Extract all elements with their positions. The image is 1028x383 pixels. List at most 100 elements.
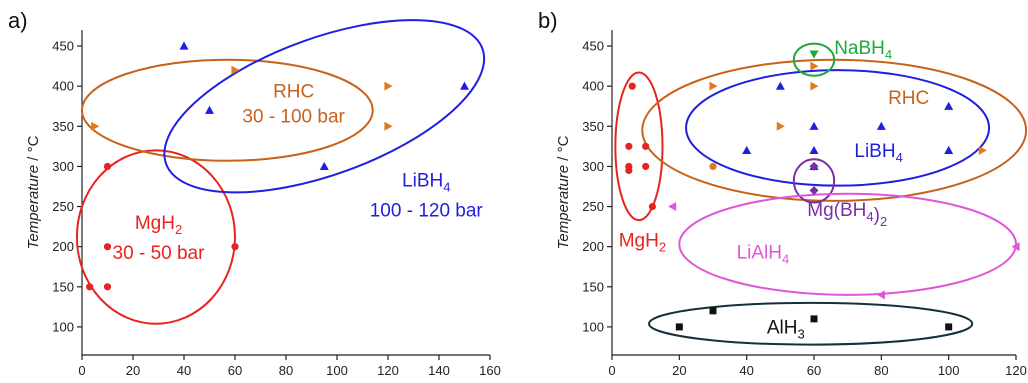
panel-a: a) 0 20 40 60 80 100 120 140 160 100 150 200 250 300 35… [8,8,501,378]
x-tick-label: 120 [1005,363,1027,378]
y-tick-label: 350 [52,119,74,134]
data-point [809,50,819,59]
data-point [205,105,214,114]
group-label: RHC 30 - 100 bar [242,81,345,127]
data-point [179,41,189,50]
group-label: LiBH4 [854,141,902,165]
data-point [103,243,112,251]
group-ellipse [614,71,664,222]
y-tick-label: 450 [52,39,74,54]
x-tick-label: 140 [428,363,450,378]
data-point [319,161,329,171]
y-axis-title: Temperature / °C [25,135,42,249]
data-point [876,121,886,130]
y-tick-label: 450 [582,39,604,54]
data-point [742,145,752,154]
data-point [625,166,633,175]
group-label: AlH3 [767,317,805,341]
y-tick-label: 250 [582,199,604,214]
data-point [709,307,717,315]
data-point [809,145,819,154]
data-point [810,81,819,91]
y-tick-label: 100 [52,319,74,334]
data-point [944,145,954,154]
x-tick-label: 80 [874,363,888,378]
y-tick-label: 200 [52,239,74,254]
data-point [642,162,650,171]
y-tick-label: 300 [582,159,604,174]
data-point [231,65,240,75]
y-tick-label: 100 [582,319,604,334]
y-tick-label: 150 [52,279,74,294]
panel-label: a) [8,8,28,33]
group-label: NaBH4 [834,38,892,62]
data-point [231,243,239,251]
data-point [945,323,953,331]
data-point [668,202,677,212]
group-ellipse [792,42,836,77]
data-point [103,283,112,291]
data-point [648,202,657,211]
group-ellipse [648,301,974,346]
data-point [675,323,683,331]
data-point [91,121,100,131]
data-point [810,61,819,71]
data-point [709,162,717,171]
x-tick-label: 20 [672,363,686,378]
data-point [809,161,819,171]
x-tick-label: 160 [479,363,501,378]
data-point [103,162,112,171]
data-point [775,81,785,90]
y-tick-label: 200 [582,239,604,254]
y-tick-label: 400 [52,79,74,94]
data-point [86,283,94,291]
group-label: RHC [888,88,929,109]
axis-frame [81,30,490,356]
group-ellipse [75,149,236,325]
data-point [944,101,954,110]
data-point [628,82,636,90]
data-point [1011,242,1020,252]
data-point [776,121,785,131]
data-point [810,315,818,323]
y-tick-label: 400 [582,79,604,94]
y-tick-label: 250 [52,199,74,214]
data-point [625,142,633,150]
x-tick-label: 60 [228,363,242,378]
group-ellipse [81,58,374,162]
y-tick-label: 350 [582,119,604,134]
group-ellipse [685,69,991,187]
data-point [978,145,987,155]
data-point [384,121,393,131]
x-tick-label: 40 [739,363,753,378]
x-tick-label: 100 [938,363,960,378]
group-label: MgH2 30 - 50 bar [113,213,206,264]
x-tick-label: 60 [807,363,821,378]
panel-label: b) [538,8,558,33]
data-point [642,142,650,150]
data-point [709,81,718,91]
data-point [809,185,819,195]
x-tick-label: 100 [326,363,348,378]
data-point [876,290,885,300]
group-ellipse [163,19,486,194]
x-tick-label: 80 [279,363,293,378]
y-tick-label: 150 [582,279,604,294]
x-tick-label: 0 [78,363,85,378]
data-point [460,81,469,90]
panel-b: b) 0 20 40 60 80 100 120 100 150 200 250 300 350 400 45… [538,8,1028,378]
x-tick-label: 40 [177,363,191,378]
x-tick-label: 20 [126,363,140,378]
group-ellipse [792,158,836,204]
x-tick-label: 120 [377,363,399,378]
y-tick-label: 300 [52,159,74,174]
group-label: MgH2 [619,231,666,255]
group-label: LiAlH4 [737,243,790,267]
x-tick-label: 0 [608,363,615,378]
group-label: Mg(BH4)2 [807,200,887,229]
y-axis-title: Temperature / °C [555,135,572,249]
data-point [384,81,393,91]
data-point [809,121,819,130]
group-label: LiBH4 100 - 120 bar [370,170,484,221]
